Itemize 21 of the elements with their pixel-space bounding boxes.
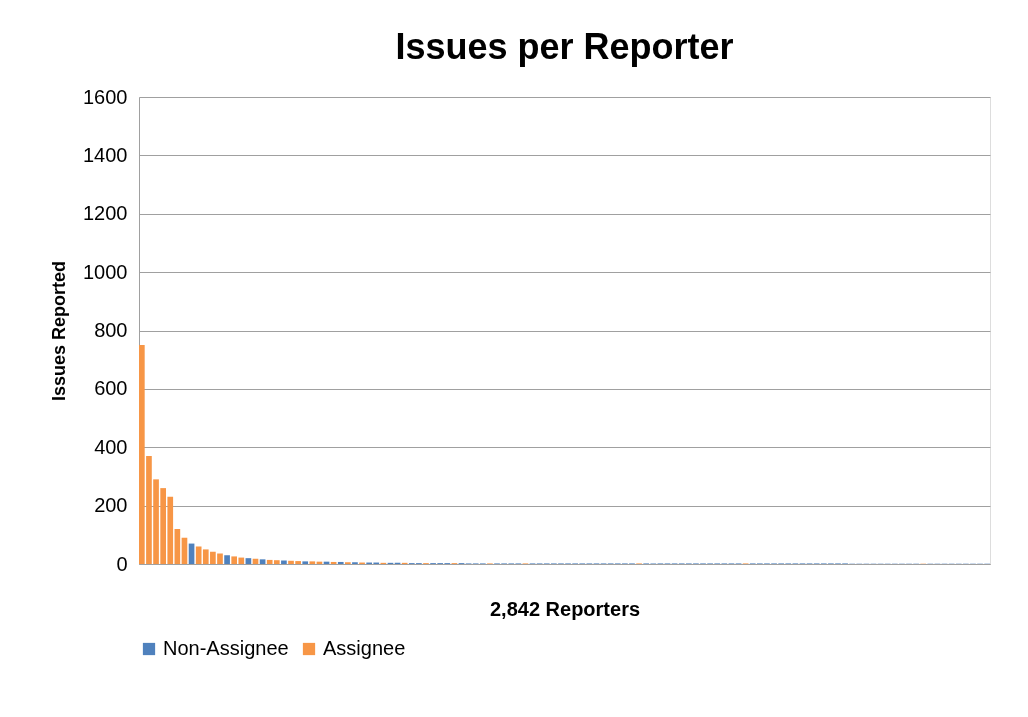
bar (224, 555, 230, 564)
x-axis-title: 2,842 Reporters (489, 597, 641, 620)
bar (309, 561, 316, 564)
bar (281, 560, 287, 564)
y-axis-title: Issues Reported (49, 260, 70, 402)
bar (302, 561, 309, 564)
y-tick-label: 1000 (83, 260, 128, 283)
y-tick-label: 600 (94, 377, 128, 400)
y-tick-label: 1600 (83, 85, 128, 108)
y-tick-label: 0 (116, 552, 128, 575)
y-tick-label: 800 (94, 319, 128, 341)
bar (337, 561, 344, 564)
legend-label: Non-Assignee (163, 637, 289, 659)
y-tick-label: 1400 (83, 143, 128, 166)
y-tick-label: 400 (94, 435, 128, 458)
bar (259, 559, 266, 564)
chart-title: Issues per Reporter (395, 26, 734, 67)
y-tick-label: 200 (94, 494, 128, 517)
y-tick-label: 1200 (83, 202, 128, 225)
bar (245, 558, 252, 564)
legend-label: Assignee (323, 637, 406, 659)
